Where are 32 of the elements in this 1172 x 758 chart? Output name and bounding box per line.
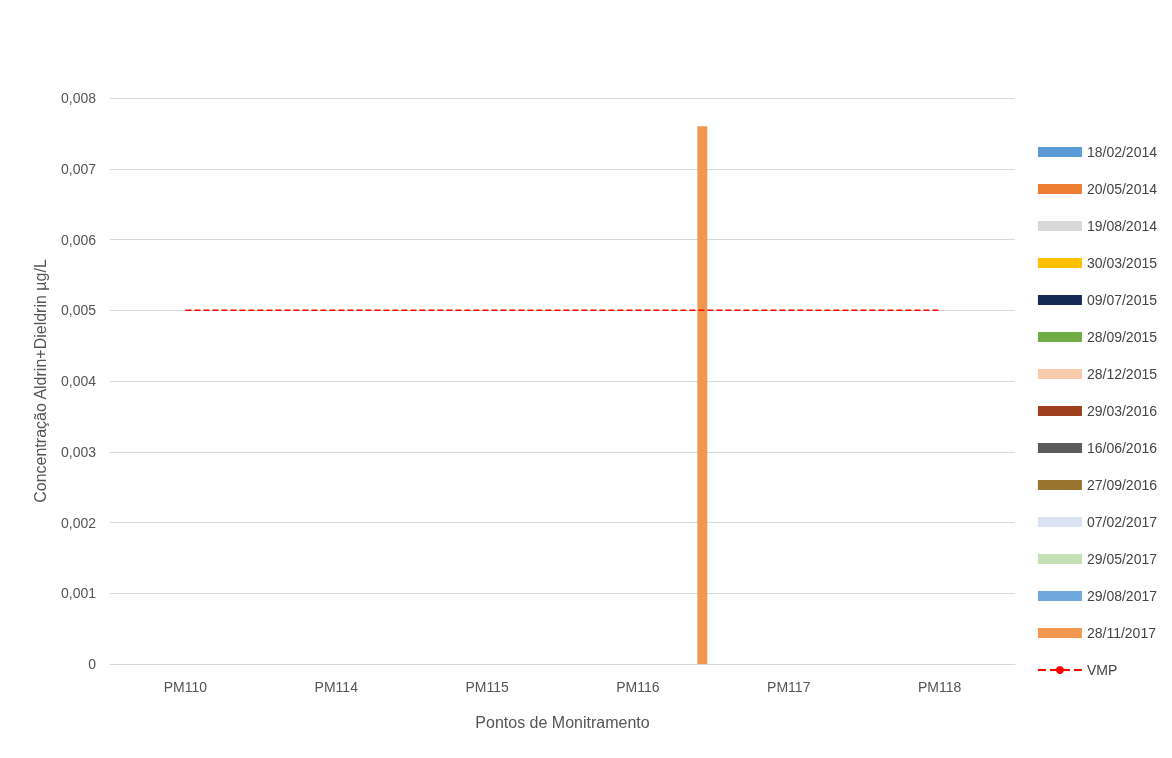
y-tick-label: 0,007 xyxy=(60,160,97,177)
legend-label: 30/03/2015 xyxy=(1086,255,1158,271)
legend-label: 28/09/2015 xyxy=(1086,329,1158,345)
y-tick-label: 0,005 xyxy=(60,302,97,319)
legend-label: 29/03/2016 xyxy=(1086,403,1158,419)
legend-label: 29/05/2017 xyxy=(1086,551,1158,567)
x-axis-title: Pontos de Monitramento xyxy=(475,713,650,731)
legend-label: 09/07/2015 xyxy=(1086,292,1158,308)
y-tick-label: 0,004 xyxy=(60,373,97,389)
x-tick-label: PM116 xyxy=(616,679,660,695)
legend-label: 28/11/2017 xyxy=(1086,625,1157,641)
legend-label: 29/08/2017 xyxy=(1086,588,1158,604)
y-tick-label: 0,006 xyxy=(60,231,97,248)
legend-label: 20/05/2014 xyxy=(1086,181,1158,197)
y-axis-title: Concentração Aldrin+Dieldrin µg/L xyxy=(31,259,49,503)
y-tick-label: 0,001 xyxy=(60,585,97,602)
legend-label: 28/12/2015 xyxy=(1086,366,1158,382)
legend-label: VMP xyxy=(1086,662,1118,678)
legend-label: 19/08/2014 xyxy=(1086,218,1158,234)
y-tick-label: 0,003 xyxy=(60,443,97,460)
legend-label: 16/06/2016 xyxy=(1086,440,1158,456)
y-tick-label: 0 xyxy=(88,656,97,672)
legend-label: 18/02/2014 xyxy=(1086,144,1158,160)
y-tick-label: 0,008 xyxy=(60,90,97,106)
legend-label: 07/02/2017 xyxy=(1086,514,1158,530)
y-tick-label: 0,002 xyxy=(60,514,97,531)
x-tick-label: PM118 xyxy=(917,679,962,695)
legend-label: 27/09/2016 xyxy=(1086,477,1158,493)
x-tick-label: PM110 xyxy=(163,679,208,695)
x-tick-label: PM117 xyxy=(767,679,811,695)
x-tick-label: PM115 xyxy=(465,679,509,695)
x-tick-label: PM114 xyxy=(314,679,359,695)
